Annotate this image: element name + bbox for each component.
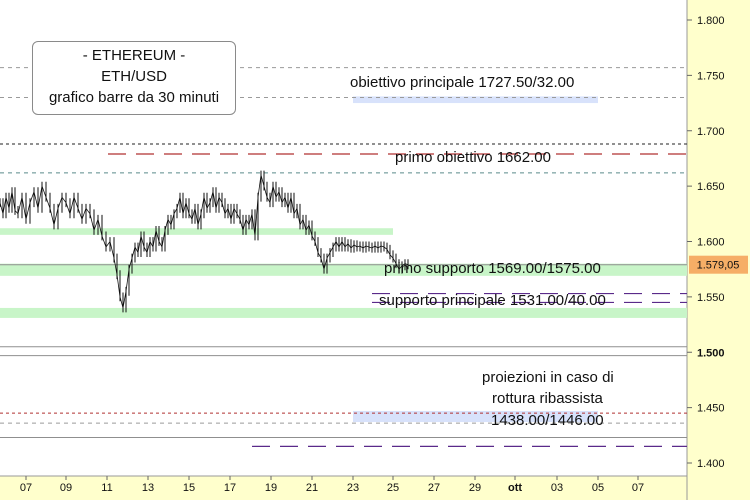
x-tick-label-12: ott: [508, 482, 522, 494]
target-zone-0: [353, 96, 598, 104]
x-tick-label-5: 17: [224, 482, 236, 494]
x-tick-label-0: 07: [20, 482, 32, 494]
chart-title-line-2: ETH/USD: [101, 68, 167, 85]
y-tick-label-4: 1.600: [697, 237, 725, 249]
x-tick-label-9: 25: [387, 482, 399, 494]
y-tick-label-2: 1.700: [697, 126, 725, 138]
annotation-supporto-principale: supporto principale 1531.00/40.00: [379, 292, 606, 309]
y-tick-label-1: 1.750: [697, 70, 725, 82]
x-tick-label-13: 03: [551, 482, 563, 494]
x-tick-label-8: 23: [347, 482, 359, 494]
y-tick-label-5: 1.550: [697, 292, 725, 304]
y-tick-label-8: 1.400: [697, 458, 725, 470]
support-zone-3: [0, 228, 393, 235]
y-tick-label-7: 1.450: [697, 403, 725, 415]
x-tick-label-2: 11: [101, 482, 112, 494]
annotation-proiezioni-line-3: 1438.00/1446.00: [491, 412, 604, 429]
y-tick-label-6: 1.500: [697, 347, 725, 359]
y-tick-label-3: 1.650: [697, 181, 725, 193]
x-tick-label-15: 07: [632, 482, 644, 494]
annotation-proiezioni-line-2: rottura ribassista: [492, 390, 603, 407]
y-tick-label-0: 1.800: [697, 15, 725, 27]
x-tick-label-6: 19: [265, 482, 277, 494]
x-axis-panel: [0, 476, 687, 500]
annotation-primo-obiettivo: primo obiettivo 1662.00: [395, 149, 551, 166]
current-price-badge: [689, 255, 748, 274]
chart-title-line-3: grafico barre da 30 minuti: [48, 89, 220, 106]
x-tick-label-7: 21: [306, 482, 318, 494]
x-tick-label-11: 29: [469, 482, 481, 494]
chart-title-box: - ETHEREUM - ETH/USD grafico barre da 30…: [32, 41, 236, 115]
x-tick-label-14: 05: [592, 482, 604, 494]
current-price-label: 1.579,05: [697, 260, 740, 272]
target-zone-2: [353, 410, 598, 423]
support-zone-6: [0, 307, 687, 318]
annotation-proiezioni-line-1: proiezioni in caso di: [482, 369, 614, 386]
x-tick-label-3: 13: [142, 482, 154, 494]
x-tick-label-4: 15: [183, 482, 195, 494]
y-axis-panel: [687, 0, 750, 500]
price-line: [0, 174, 409, 309]
annotation-obiettivo-principale: obiettivo principale 1727.50/32.00: [350, 74, 575, 91]
annotation-primo-supporto: primo supporto 1569.00/1575.00: [384, 260, 601, 277]
x-tick-label-10: 27: [428, 482, 440, 494]
chart-title-line-1: - ETHEREUM -: [82, 47, 186, 64]
support-zone-4: [0, 263, 687, 276]
x-tick-label-1: 09: [60, 482, 72, 494]
